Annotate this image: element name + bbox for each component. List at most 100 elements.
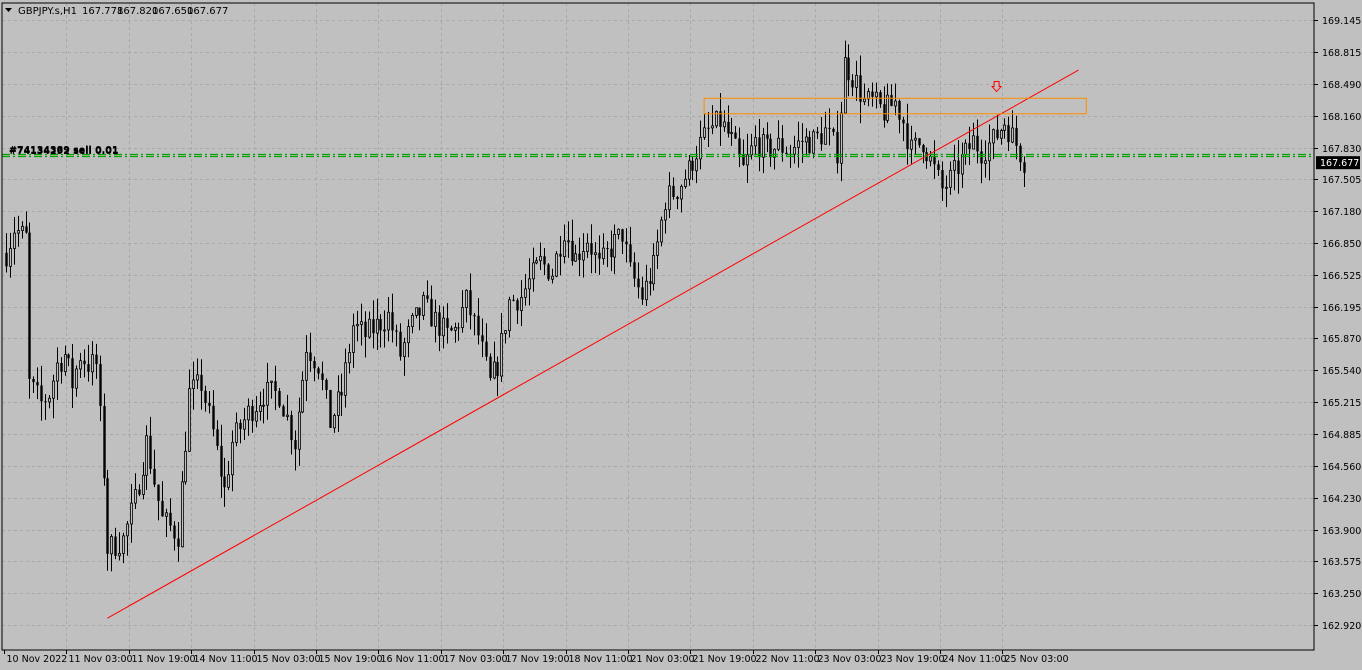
order-label[interactable]: #74134292 sell 0.01 bbox=[9, 146, 119, 157]
candle-body bbox=[138, 489, 141, 495]
candle-body bbox=[836, 131, 839, 164]
symbol-title: GBPJPY.s,H1 bbox=[18, 6, 77, 17]
candle-body bbox=[828, 127, 831, 129]
candle-body bbox=[325, 379, 328, 390]
candle-body bbox=[212, 405, 215, 430]
candle-body bbox=[321, 373, 324, 380]
candle-body bbox=[578, 253, 581, 261]
candle-body bbox=[933, 156, 936, 165]
plot-frame bbox=[1, 2, 1315, 651]
candle-body bbox=[535, 260, 538, 264]
candle-body bbox=[266, 381, 269, 406]
candle-body bbox=[571, 240, 574, 262]
candle-body bbox=[251, 406, 254, 422]
candle-body bbox=[142, 474, 145, 495]
candle-body bbox=[223, 476, 226, 488]
candle-body bbox=[5, 252, 8, 267]
resistance-zone-rectangle[interactable] bbox=[703, 97, 1087, 115]
candle-body bbox=[504, 330, 507, 334]
candle-body bbox=[1015, 127, 1018, 146]
candle-body bbox=[372, 319, 375, 334]
candle-body bbox=[294, 440, 297, 450]
candle-body bbox=[645, 280, 648, 301]
order-labels[interactable]: #74134389 sell 0.01 #74134292 sell 0.01 bbox=[9, 145, 119, 157]
candle-body bbox=[298, 411, 301, 450]
candle-body bbox=[356, 324, 359, 327]
candle-body bbox=[855, 74, 858, 88]
candle-body bbox=[407, 326, 410, 344]
y-tick-label: 168.490 bbox=[1322, 80, 1361, 91]
candle-body bbox=[914, 137, 917, 141]
candle-body bbox=[656, 241, 659, 256]
x-tick-label: 18 Nov 11:00 bbox=[569, 654, 633, 665]
candle-body bbox=[36, 382, 39, 386]
candle-body bbox=[652, 255, 655, 285]
candle-body bbox=[785, 152, 788, 155]
y-tick-label: 166.850 bbox=[1322, 239, 1361, 250]
candle-body bbox=[606, 248, 609, 250]
triangle-down-icon[interactable] bbox=[5, 8, 12, 12]
candle-body bbox=[95, 354, 98, 365]
candle-body bbox=[103, 406, 106, 479]
candle-body bbox=[512, 299, 515, 301]
candle-body bbox=[508, 299, 511, 332]
candle-body bbox=[1000, 130, 1003, 139]
trendline[interactable] bbox=[107, 69, 1079, 619]
candle-body bbox=[777, 137, 780, 150]
candle-body bbox=[769, 138, 772, 158]
candle-body bbox=[17, 230, 20, 234]
candle-body bbox=[418, 307, 421, 316]
candle-body bbox=[957, 160, 960, 175]
candle-body bbox=[707, 127, 710, 129]
candle-body bbox=[766, 134, 769, 139]
candle-body bbox=[216, 429, 219, 446]
candle-body bbox=[415, 307, 418, 316]
candle-body bbox=[44, 401, 47, 403]
candle-body bbox=[582, 251, 585, 261]
y-tick-label: 162.920 bbox=[1322, 621, 1361, 632]
candle-body bbox=[633, 262, 636, 279]
candle-body bbox=[259, 405, 262, 412]
candle-body bbox=[32, 378, 35, 383]
candle-body bbox=[641, 287, 644, 300]
candle-body bbox=[563, 240, 566, 258]
ohlc-close: 167.677 bbox=[187, 6, 228, 17]
candle-body bbox=[594, 252, 597, 256]
candle-body bbox=[996, 129, 999, 139]
candle-body bbox=[149, 435, 152, 469]
candle-body bbox=[590, 243, 593, 255]
candle-body bbox=[781, 138, 784, 153]
down-arrow-icon[interactable] bbox=[990, 81, 1003, 93]
candle-body bbox=[672, 185, 675, 197]
candle-body bbox=[13, 232, 16, 249]
price-axis[interactable]: 169.145 168.815 168.490 168.160 167.830 167.5… bbox=[1314, 16, 1361, 632]
candle-body bbox=[980, 151, 983, 164]
candle-body bbox=[797, 140, 800, 148]
candle-body bbox=[773, 148, 776, 158]
order-label[interactable]: #74134389 sell 0.01 bbox=[9, 145, 119, 156]
candle-body bbox=[547, 264, 550, 280]
candle-body bbox=[477, 315, 480, 336]
candle-body bbox=[992, 129, 995, 144]
x-tick-label: 11 Nov 19:00 bbox=[132, 654, 196, 665]
y-tick-label: 165.870 bbox=[1322, 334, 1361, 345]
candle-body bbox=[25, 226, 28, 233]
candle-body bbox=[399, 331, 402, 357]
candle-body bbox=[918, 138, 921, 146]
candle-body bbox=[816, 131, 819, 134]
candle-body bbox=[902, 119, 905, 124]
x-tick-label: 17 Nov 03:00 bbox=[444, 654, 508, 665]
candle-body bbox=[719, 111, 722, 127]
candle-body bbox=[758, 137, 761, 158]
candle-body bbox=[91, 354, 94, 373]
overlays-layer bbox=[2, 69, 1314, 619]
x-tick-label: 23 Nov 19:00 bbox=[881, 654, 945, 665]
x-tick-label: 23 Nov 03:00 bbox=[818, 654, 882, 665]
candle-body bbox=[941, 170, 944, 189]
x-tick-label: 15 Nov 03:00 bbox=[257, 654, 321, 665]
x-tick-label: 21 Nov 03:00 bbox=[631, 654, 695, 665]
